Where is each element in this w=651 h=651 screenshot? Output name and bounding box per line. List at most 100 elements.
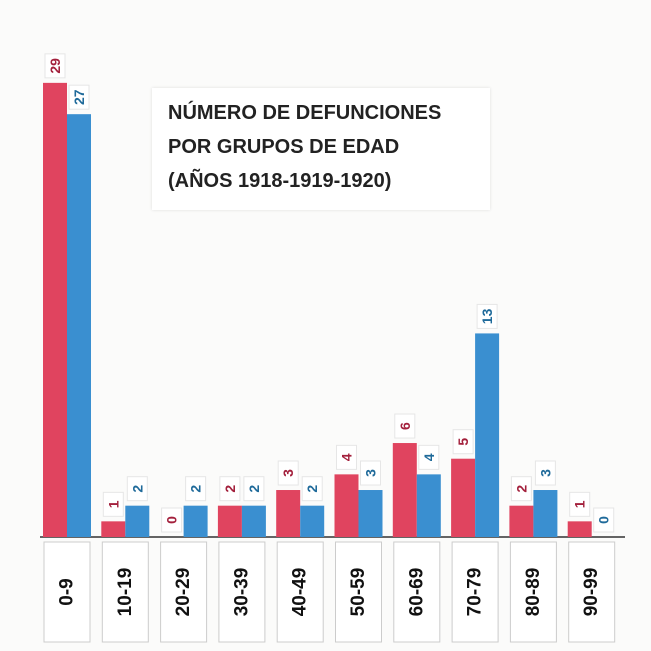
value-label-text: 2: [246, 485, 262, 493]
category-label-text: 50-59: [348, 568, 369, 617]
chart-title-box: NÚMERO DE DEFUNCIONES POR GRUPOS DE EDAD…: [152, 88, 490, 210]
value-label-serie-azul-0-9: 27: [68, 84, 90, 110]
value-label-serie-azul-30-39: 2: [243, 476, 265, 502]
bar-serie-azul-50-59: [358, 490, 383, 537]
value-label-serie-roja-50-59: 4: [336, 444, 357, 470]
chart-title-line-2: POR GRUPOS DE EDAD: [168, 136, 400, 158]
category-label-text: 30-39: [231, 568, 252, 617]
value-label-text: 3: [280, 469, 296, 477]
value-label-text: 2: [222, 485, 238, 493]
value-label-box: [336, 444, 357, 470]
value-label-text: 13: [479, 308, 495, 324]
value-label-text: 27: [71, 89, 87, 105]
value-label-serie-roja-20-29: 0: [161, 507, 183, 533]
bar-serie-azul-70-79: [475, 333, 500, 537]
category-label-text: 60-69: [406, 568, 427, 617]
value-label-text: 1: [572, 500, 588, 508]
value-label-box: [476, 303, 498, 329]
value-label-serie-azul-50-59: 3: [360, 460, 381, 486]
category-label-text: 20-29: [173, 568, 194, 617]
category-label-20-29: 20-29: [160, 541, 208, 643]
category-label-40-49: 40-49: [276, 541, 324, 643]
bar-serie-roja-50-59: [334, 474, 359, 537]
value-label-box: [394, 413, 416, 439]
value-label-serie-azul-60-69: 4: [418, 444, 440, 470]
chart-title-line-3: (AÑOS 1918-1919-1920): [168, 170, 392, 192]
bar-serie-roja-0-9: [43, 82, 67, 538]
value-label-serie-roja-60-69: 6: [394, 413, 416, 439]
bar-serie-roja-70-79: [451, 458, 476, 537]
category-label-80-89: 80-89: [509, 541, 557, 643]
category-label-50-59: 50-59: [335, 541, 382, 643]
value-label-text: 0: [164, 516, 180, 524]
value-label-box: [593, 507, 615, 533]
chart-title-line-1: NÚMERO DE DEFUNCIONES: [168, 102, 442, 124]
value-label-text: 2: [304, 485, 320, 493]
category-label-text: 90-99: [581, 568, 602, 617]
category-label-box: [101, 541, 149, 643]
category-label-box: [335, 541, 382, 643]
bar-serie-roja-60-69: [392, 443, 417, 537]
category-label-70-79: 70-79: [451, 541, 499, 643]
value-label-serie-roja-90-99: 1: [569, 491, 591, 517]
bar-serie-roja-10-19: [101, 521, 126, 537]
category-label-box: [43, 541, 91, 643]
category-label-10-19: 10-19: [101, 541, 149, 643]
value-label-box: [510, 476, 532, 502]
value-label-text: 4: [339, 453, 355, 461]
category-label-text: 10-19: [115, 568, 136, 617]
value-label-box: [569, 491, 591, 517]
value-label-box: [44, 53, 66, 79]
bar-serie-roja-80-89: [509, 505, 534, 537]
bar-serie-azul-30-39: [241, 505, 266, 537]
value-label-text: 4: [421, 453, 437, 461]
value-label-serie-roja-70-79: 5: [452, 429, 474, 455]
value-label-text: 3: [363, 469, 379, 477]
category-label-text: 0-9: [57, 578, 78, 605]
value-label-box: [243, 476, 265, 502]
category-label-text: 80-89: [523, 568, 544, 617]
bar-serie-roja-90-99: [567, 521, 592, 537]
value-label-text: 2: [129, 485, 145, 493]
category-label-box: [160, 541, 208, 643]
value-label-serie-azul-80-89: 3: [534, 460, 556, 486]
value-label-serie-azul-90-99: 0: [593, 507, 615, 533]
category-label-text: 40-49: [290, 568, 311, 617]
bar-serie-azul-0-9: [67, 114, 91, 538]
category-label-60-69: 60-69: [393, 541, 441, 643]
value-label-text: 1: [105, 500, 121, 508]
category-label-box: [393, 541, 441, 643]
category-label-box: [451, 541, 499, 643]
value-label-box: [102, 491, 124, 517]
value-label-box: [360, 460, 381, 486]
value-label-text: 29: [47, 58, 63, 74]
bar-serie-azul-20-29: [183, 505, 208, 537]
bar-serie-azul-10-19: [125, 505, 150, 537]
value-label-box: [301, 476, 323, 502]
category-label-text: 70-79: [465, 568, 486, 617]
value-label-box: [68, 84, 90, 110]
value-label-box: [126, 476, 148, 502]
value-label-box: [161, 507, 183, 533]
bar-serie-roja-40-49: [276, 490, 301, 537]
category-label-90-99: 90-99: [568, 541, 616, 643]
value-label-text: 2: [188, 485, 204, 493]
value-label-box: [277, 460, 299, 486]
bar-serie-azul-40-49: [300, 505, 325, 537]
value-label-serie-roja-80-89: 2: [510, 476, 532, 502]
value-label-text: 2: [513, 485, 529, 493]
category-label-box: [218, 541, 266, 643]
value-label-serie-azul-20-29: 2: [185, 476, 207, 502]
category-label-box: [509, 541, 557, 643]
value-label-serie-azul-40-49: 2: [301, 476, 323, 502]
value-label-text: 6: [397, 422, 413, 430]
value-label-box: [418, 444, 440, 470]
category-label-box: [276, 541, 324, 643]
bar-serie-roja-30-39: [217, 505, 242, 537]
value-label-serie-roja-30-39: 2: [219, 476, 241, 502]
value-label-serie-roja-10-19: 1: [102, 491, 124, 517]
value-label-serie-azul-10-19: 2: [126, 476, 148, 502]
category-label-30-39: 30-39: [218, 541, 266, 643]
